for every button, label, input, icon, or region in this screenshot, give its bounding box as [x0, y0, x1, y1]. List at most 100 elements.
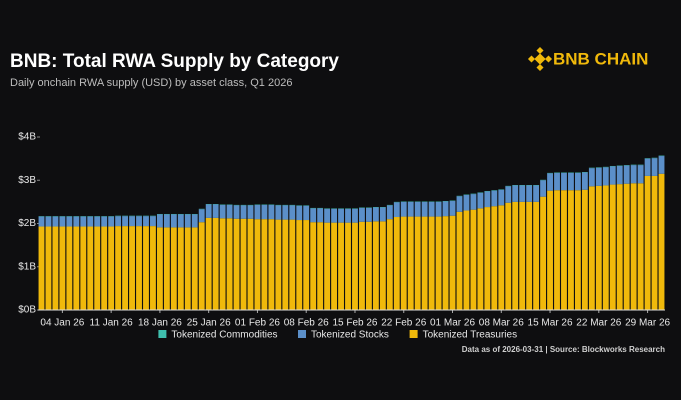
- bar-segment: [73, 226, 80, 310]
- bar-segment: [421, 216, 428, 310]
- x-tick-label: 11 Jan 26: [90, 318, 134, 329]
- bar-segment: [87, 226, 94, 310]
- bar-segment: [512, 185, 519, 202]
- bar-segment: [379, 221, 386, 310]
- bar-segment: [80, 216, 87, 227]
- bar-segment: [623, 183, 630, 310]
- legend-swatch: [158, 330, 167, 338]
- bar-segment: [533, 185, 540, 202]
- bar-segment: [247, 218, 254, 310]
- bar-segment: [533, 201, 540, 310]
- bar-segment: [365, 207, 372, 222]
- bar-segment: [198, 209, 205, 223]
- x-tick-label: 22 Mar 26: [576, 318, 621, 329]
- bar-segment: [177, 214, 184, 228]
- bar-segment: [136, 216, 142, 227]
- bar-segment: [477, 192, 484, 209]
- bar-segment: [526, 185, 533, 202]
- bar-segment: [414, 216, 421, 310]
- bar-segment: [212, 204, 219, 218]
- bar-segment: [568, 172, 574, 191]
- bar-segment: [463, 210, 470, 310]
- bar-segment: [428, 216, 435, 310]
- bar-segment: [372, 207, 379, 222]
- bar-segment: [540, 180, 547, 197]
- bar-segment: [463, 194, 470, 211]
- bar-segment: [498, 189, 505, 206]
- bar-segment: [400, 201, 407, 217]
- bar-segment: [581, 172, 588, 190]
- bar-segment: [568, 190, 574, 310]
- bar-segment: [547, 173, 553, 191]
- bar-segment: [163, 227, 170, 310]
- bar-segment: [547, 190, 553, 310]
- bar-segment: [630, 165, 637, 184]
- bar-segment: [540, 196, 547, 310]
- bar-segment: [282, 205, 289, 220]
- bar-segment: [421, 201, 428, 217]
- bar-segment: [191, 227, 198, 310]
- bar-segment: [80, 226, 87, 310]
- bar-segment: [491, 190, 498, 207]
- x-tick-label: 22 Feb 26: [381, 318, 426, 329]
- bar-segment: [609, 184, 616, 310]
- bar-segment: [352, 208, 358, 223]
- bar-segment: [574, 190, 581, 310]
- bar-segment: [233, 205, 240, 219]
- bar-segment: [163, 214, 170, 228]
- bar-segment: [602, 185, 609, 310]
- bar-segment: [491, 206, 498, 310]
- bar-segment: [505, 186, 512, 203]
- bar-segment: [261, 204, 268, 220]
- bar-segment: [38, 216, 45, 227]
- bar-segment: [637, 183, 644, 310]
- bar-segment: [87, 216, 94, 227]
- bar-segment: [240, 205, 247, 219]
- bar-segment: [435, 201, 442, 217]
- bar-segment: [561, 172, 567, 191]
- y-tick-label: $2B: [18, 218, 36, 229]
- bar-segment: [205, 217, 212, 310]
- bar-segment: [184, 214, 191, 228]
- bar-segment: [442, 216, 449, 310]
- bar-segment: [268, 204, 275, 220]
- bar-segment: [205, 204, 212, 218]
- bar-segment: [400, 216, 407, 310]
- bar-segment: [554, 190, 560, 310]
- bar-segment: [94, 226, 101, 310]
- bar-segment: [268, 219, 275, 310]
- x-tick-label: 25 Jan 26: [187, 318, 231, 329]
- bar-segment: [52, 226, 59, 310]
- bar-segment: [484, 207, 491, 310]
- x-tick-label: 18 Jan 26: [138, 318, 182, 329]
- bar-segment: [310, 208, 317, 223]
- bar-segment: [226, 218, 233, 310]
- bar-segment: [275, 205, 282, 220]
- bar-segment: [191, 214, 198, 228]
- bar-segment: [101, 216, 108, 227]
- bar-segment: [226, 204, 233, 219]
- bar-segment: [66, 216, 73, 227]
- chart-title: BNB: Total RWA Supply by Category: [10, 51, 339, 72]
- bar-segment: [331, 222, 338, 310]
- bar-segment: [282, 219, 289, 310]
- bar-segment: [303, 205, 310, 221]
- bar-segment: [310, 222, 317, 310]
- bar-segment: [345, 222, 351, 310]
- bar-segment: [45, 226, 52, 310]
- bar-segment: [372, 221, 379, 310]
- bar-segment: [435, 216, 442, 310]
- bar-segment: [658, 156, 665, 174]
- bar-segment: [324, 222, 331, 310]
- bar-segment: [338, 208, 344, 223]
- bar-segment: [505, 202, 512, 310]
- y-tick-label: $0B: [18, 305, 36, 316]
- bar-segment: [233, 218, 240, 310]
- bar-segment: [122, 216, 129, 227]
- bar-segment: [184, 227, 191, 310]
- x-tick-label: 04 Jan 26: [40, 318, 84, 329]
- bar-segment: [484, 191, 491, 208]
